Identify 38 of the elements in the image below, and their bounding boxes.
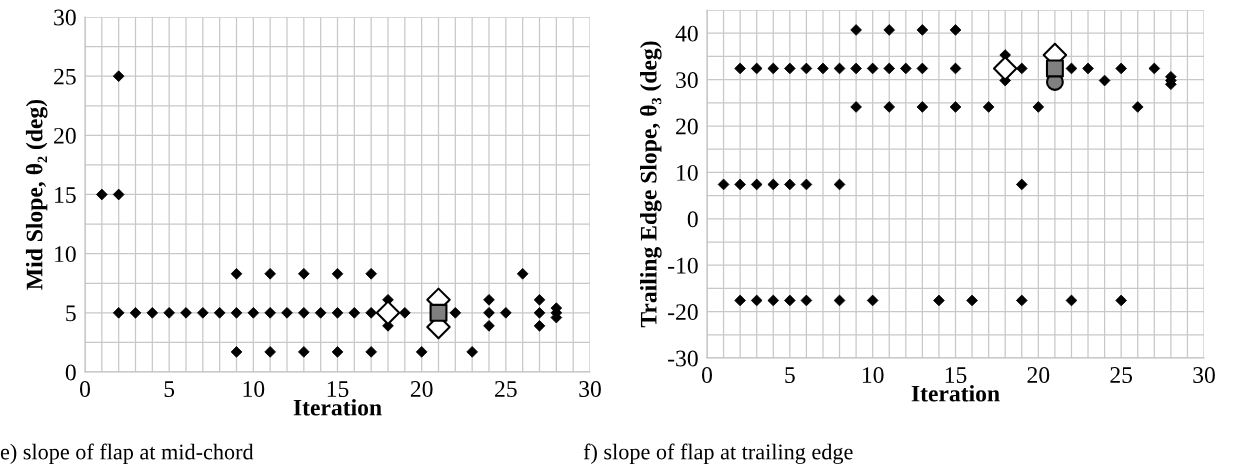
x-tick-label: 15 bbox=[327, 381, 349, 397]
x-tick-label: 20 bbox=[410, 381, 433, 397]
y-tick-label: 30 bbox=[54, 9, 76, 26]
x-tick-label: 5 bbox=[785, 367, 795, 383]
y-tick-label: 20 bbox=[676, 118, 698, 135]
y-tick-label: 25 bbox=[54, 68, 76, 85]
x-tick-label: 5 bbox=[164, 381, 175, 397]
x-tick-label: 30 bbox=[579, 381, 601, 397]
point bbox=[429, 303, 448, 322]
x-tick-label: 0 bbox=[80, 381, 90, 397]
point bbox=[375, 300, 401, 326]
y-tick-label: 10 bbox=[55, 246, 76, 263]
x-axis-title: Iteration bbox=[911, 384, 1000, 402]
x-tick-label: 10 bbox=[862, 367, 884, 383]
y-tick-label: 10 bbox=[677, 164, 698, 181]
y-tick-label: -20 bbox=[668, 304, 698, 321]
y-axis-title: Trailing Edge Slope, θ₃ (deg) bbox=[639, 41, 662, 328]
y-tick-label: 5 bbox=[66, 305, 76, 322]
point bbox=[992, 56, 1018, 81]
y-tick-label: -30 bbox=[668, 350, 698, 367]
y-tick-label: 40 bbox=[675, 25, 698, 42]
x-tick-label: 0 bbox=[702, 367, 712, 383]
y-tick-label: 15 bbox=[55, 187, 76, 203]
x-tick-label: 30 bbox=[1193, 367, 1215, 383]
x-axis-title: Iteration bbox=[293, 398, 382, 416]
y-tick-label: 20 bbox=[54, 127, 76, 144]
x-tick-label: 25 bbox=[495, 381, 517, 397]
y-tick-label: 30 bbox=[676, 72, 698, 89]
x-tick-label: 25 bbox=[1110, 367, 1133, 383]
x-tick-label: 15 bbox=[945, 367, 967, 383]
x-tick-label: 20 bbox=[1027, 367, 1050, 383]
text: f) slope of flap at trailing edge bbox=[583, 443, 853, 464]
y-tick-label: 0 bbox=[687, 211, 698, 228]
text: e) slope of flap at mid-chord bbox=[0, 443, 254, 464]
y-axis-title: Mid Slope, θ₂ (deg) bbox=[25, 99, 48, 290]
point bbox=[1045, 59, 1064, 78]
x-tick-label: 10 bbox=[243, 381, 265, 397]
y-tick-label: -10 bbox=[668, 257, 698, 274]
